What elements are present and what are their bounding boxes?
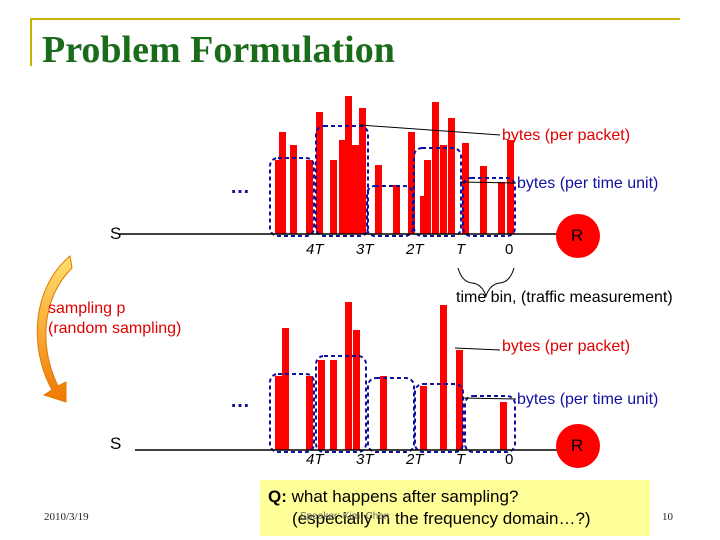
top-time-bins bbox=[269, 125, 516, 237]
slide-date: 2010/3/19 bbox=[44, 511, 89, 523]
bottom-tick-3T: 3T bbox=[356, 451, 374, 468]
top-tick-4T: 4T bbox=[306, 241, 324, 258]
bottom-time-bins bbox=[269, 355, 516, 453]
question-line1: what happens after sampling? bbox=[286, 487, 519, 506]
bottom-tick-T: T bbox=[456, 451, 466, 468]
slide-title: Problem Formulation bbox=[42, 29, 395, 71]
top-bytes-per-packet-label: bytes (per packet) bbox=[502, 127, 631, 144]
bottom-receiver-node bbox=[556, 424, 600, 468]
question-prefix: Q: bbox=[268, 487, 287, 506]
top-leader-lines bbox=[359, 124, 517, 184]
sampling-label-line1: sampling p bbox=[48, 300, 126, 317]
footer-speaker: Speaker: Kim, Chen bbox=[300, 511, 390, 522]
top-sender-label: S bbox=[110, 224, 122, 243]
bottom-bytes-per-time-unit-label: bytes (per time unit) bbox=[517, 391, 659, 408]
bottom-leader-lines bbox=[454, 347, 517, 400]
top-receiver-label: R bbox=[571, 226, 584, 245]
bottom-sender-label: S bbox=[110, 434, 122, 453]
top-tick-2T: 2T bbox=[406, 241, 424, 258]
title-frame-left bbox=[30, 18, 32, 66]
top-packets bbox=[275, 96, 514, 234]
top-tick-0: 0 bbox=[505, 241, 514, 258]
sampling-label-line2: (random sampling) bbox=[48, 320, 182, 337]
bottom-ellipsis: … bbox=[230, 390, 250, 412]
bottom-packets bbox=[275, 302, 507, 450]
top-receiver-node bbox=[556, 214, 600, 258]
sampling-arrow bbox=[36, 255, 73, 403]
title-frame-top bbox=[30, 18, 680, 20]
bottom-tick-2T: 2T bbox=[406, 451, 424, 468]
top-bytes-per-time-unit-label: bytes (per time unit) bbox=[517, 175, 659, 192]
question-text: Q: what happens after sampling? (especia… bbox=[268, 486, 591, 530]
time-bin-label: time bin, (traffic measurement) bbox=[456, 289, 673, 306]
question-line2: (especially in the frequency domain…?) bbox=[292, 509, 591, 528]
time-bin-bracket bbox=[457, 267, 515, 298]
bottom-tick-4T: 4T bbox=[306, 451, 324, 468]
bottom-receiver-label: R bbox=[571, 436, 584, 455]
question-highlight-box bbox=[260, 480, 650, 536]
bottom-tick-0: 0 bbox=[505, 451, 514, 468]
top-ellipsis: … bbox=[230, 176, 250, 198]
top-tick-3T: 3T bbox=[356, 241, 374, 258]
top-tick-T: T bbox=[456, 241, 466, 258]
bottom-bytes-per-packet-label: bytes (per packet) bbox=[502, 338, 631, 355]
page-number: 10 bbox=[662, 511, 673, 523]
